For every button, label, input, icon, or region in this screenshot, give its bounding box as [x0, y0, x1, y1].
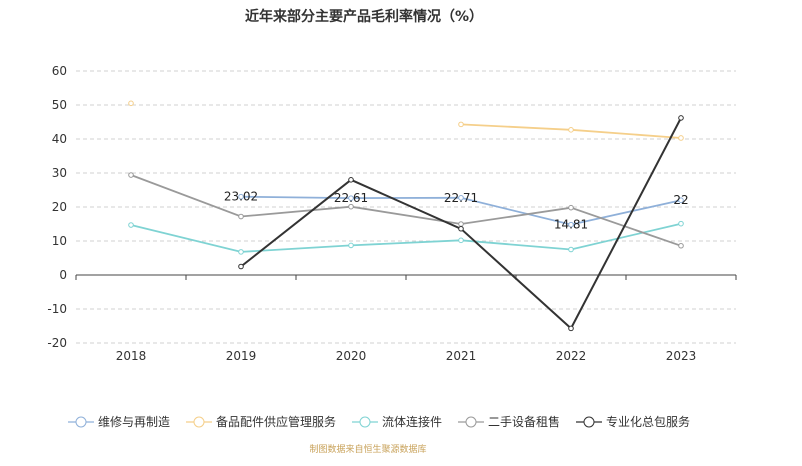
legend-marker	[359, 416, 371, 428]
data-point	[458, 221, 464, 227]
series-group	[238, 115, 684, 332]
data-point	[568, 221, 574, 228]
legend-item: 备品配件供应管理服务	[186, 414, 336, 429]
series-group: 23.02 22.61 22.71 14.81 22	[224, 190, 689, 232]
legend-marker	[583, 416, 595, 428]
x-tick-label: 2023	[666, 349, 697, 363]
y-tick-label: 50	[52, 98, 67, 112]
data-point	[458, 121, 464, 128]
data-point	[238, 193, 244, 200]
data-label: 14.81	[554, 218, 588, 232]
legend-label: 专业化总包服务	[606, 414, 690, 429]
data-point	[128, 222, 134, 228]
series-group	[128, 100, 684, 141]
data-point	[128, 100, 134, 107]
data-point	[128, 172, 134, 178]
legend-label: 备品配件供应管理服务	[216, 414, 336, 429]
data-point	[238, 263, 244, 270]
y-tick-label: 40	[52, 132, 67, 146]
x-tick-label: 2022	[556, 349, 587, 363]
legend-label: 二手设备租售	[488, 414, 560, 429]
data-label: 22.71	[444, 191, 478, 205]
y-tick-label: 10	[52, 234, 67, 248]
data-point	[678, 242, 684, 249]
series-group	[128, 220, 684, 255]
series-line	[130, 174, 682, 247]
y-tick-label: -20	[47, 336, 67, 350]
data-point	[678, 135, 684, 141]
legend-item: 专业化总包服务	[576, 414, 690, 429]
data-point	[458, 237, 464, 244]
data-point	[348, 177, 354, 183]
legend-label: 维修与再制造	[98, 414, 170, 429]
data-point	[348, 195, 354, 201]
y-tick-label: -10	[47, 302, 67, 316]
source-note: 制图数据来自恒生聚源数据库	[309, 445, 427, 455]
x-tick-label: 2021	[446, 349, 477, 363]
chart-title: 近年来部分主要产品毛利率情况（%）	[244, 9, 484, 25]
data-point	[458, 225, 464, 232]
legend-marker	[193, 416, 205, 428]
data-point	[238, 213, 244, 220]
data-point	[348, 242, 354, 249]
data-point	[568, 246, 574, 253]
legend-label: 流体连接件	[382, 414, 442, 429]
data-label: 22	[673, 193, 688, 207]
data-point	[678, 197, 684, 203]
y-tick-label: 60	[52, 64, 67, 78]
data-point	[678, 115, 684, 121]
data-point	[568, 127, 574, 133]
legend-item: 二手设备租售	[458, 414, 560, 429]
y-tick-label: 20	[52, 200, 67, 214]
y-tick-label: 30	[52, 166, 67, 180]
legend-item: 流体连接件	[352, 414, 442, 429]
y-tick-label: 0	[59, 268, 67, 282]
data-point	[348, 203, 354, 210]
data-point	[568, 204, 574, 211]
legend-marker	[465, 416, 477, 428]
legend-marker	[75, 416, 87, 428]
x-tick-label: 2019	[226, 349, 257, 363]
legend-item: 维修与再制造	[68, 414, 170, 429]
series-group	[128, 172, 684, 249]
x-tick-label: 2020	[336, 349, 367, 363]
data-point	[238, 249, 244, 255]
data-label: 22.61	[334, 191, 368, 205]
data-point	[458, 194, 464, 201]
series-line	[130, 222, 682, 253]
x-tick-label: 2018	[116, 349, 147, 363]
data-point	[568, 325, 574, 332]
data-point	[678, 220, 684, 227]
data-label: 23.02	[224, 190, 258, 204]
